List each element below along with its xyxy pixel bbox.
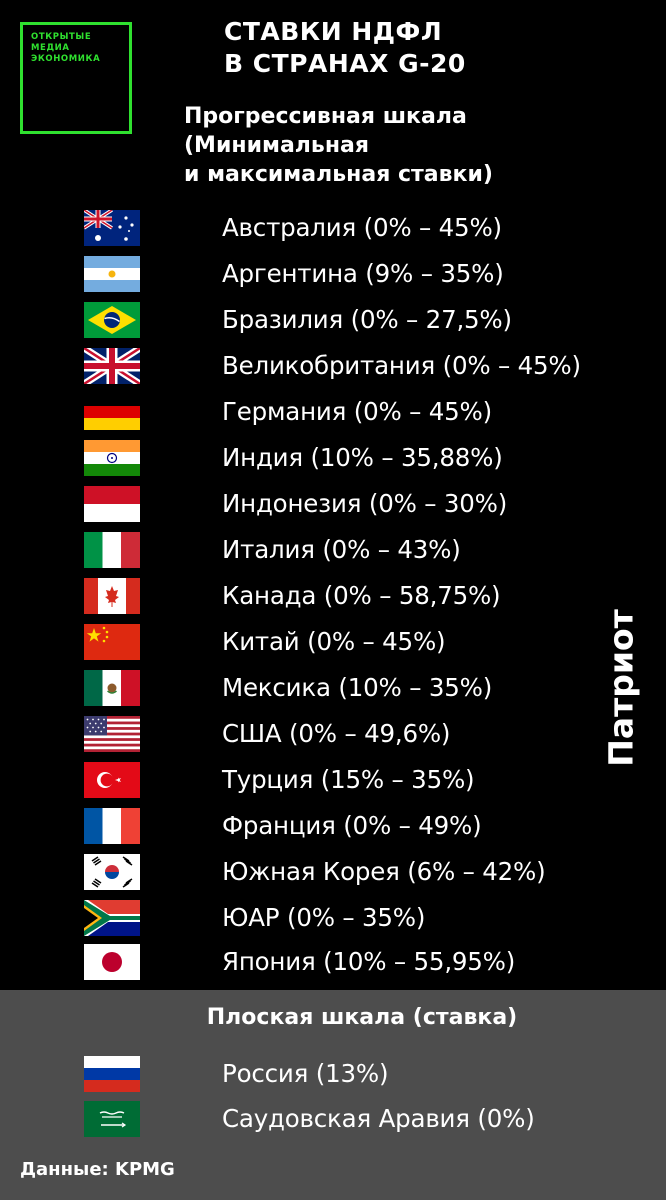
country-label: Индонезия (0% – 30%) — [222, 489, 508, 518]
page-title-line-2: В СТРАНАХ G-20 — [224, 49, 466, 78]
country-row: Франция (0% – 49%) — [0, 806, 640, 846]
progressive-heading: Прогрессивная шкала (Минимальная и макси… — [184, 102, 493, 189]
china-flag — [84, 624, 140, 660]
page-title-line-1: СТАВКИ НДФЛ — [224, 17, 443, 46]
country-row: Бразилия (0% – 27,5%) — [0, 300, 640, 340]
watermark-text: Патриот — [601, 609, 641, 767]
country-row: Индия (10% – 35,88%) — [0, 438, 640, 478]
country-label: Франция (0% – 49%) — [222, 811, 482, 840]
australia-flag — [84, 210, 140, 246]
canada-flag — [84, 578, 140, 614]
country-label: Аргентина (9% – 35%) — [222, 259, 504, 288]
country-row: США (0% – 49,6%) — [0, 714, 640, 754]
country-row: Австралия (0% – 45%) — [0, 208, 640, 248]
country-label: Индия (10% – 35,88%) — [222, 443, 503, 472]
country-row: Аргентина (9% – 35%) — [0, 254, 640, 294]
country-label: Россия (13%) — [222, 1059, 389, 1088]
country-row: Россия (13%) — [0, 1054, 640, 1094]
uk-flag — [84, 348, 140, 384]
logo: ОТКРЫТЫЕ МЕДИА ЭКОНОМИКА — [20, 22, 132, 134]
country-label: Саудовская Аравия (0%) — [222, 1104, 535, 1133]
indonesia-flag — [84, 486, 140, 522]
watermark: Патриот — [596, 608, 646, 768]
france-flag — [84, 808, 140, 844]
progressive-heading-line-3: и максимальная ставки) — [184, 162, 493, 187]
south-korea-flag — [84, 854, 140, 890]
page-title: СТАВКИ НДФЛ В СТРАНАХ G-20 — [224, 16, 466, 80]
argentina-flag — [84, 256, 140, 292]
brazil-flag — [84, 302, 140, 338]
logo-line-3: ЭКОНОМИКА — [31, 54, 101, 64]
logo-line-1: ОТКРЫТЫЕ — [31, 32, 92, 42]
country-label: Турция (15% – 35%) — [222, 765, 475, 794]
russia-flag — [84, 1056, 140, 1092]
logo-line-2: МЕДИА — [31, 43, 70, 53]
italy-flag — [84, 532, 140, 568]
country-row: Индонезия (0% – 30%) — [0, 484, 640, 524]
germany-flag — [84, 394, 140, 430]
progressive-heading-line-1: Прогрессивная шкала — [184, 104, 467, 129]
country-label: Китай (0% – 45%) — [222, 627, 446, 656]
japan-flag — [84, 944, 140, 980]
country-row: Турция (15% – 35%) — [0, 760, 640, 800]
flat-scale-panel — [0, 990, 666, 1200]
country-label: Италия (0% – 43%) — [222, 535, 461, 564]
usa-flag — [84, 716, 140, 752]
country-label: Япония (10% – 55,95%) — [222, 947, 516, 976]
country-row: Южная Корея (6% – 42%) — [0, 852, 640, 892]
country-label: Австралия (0% – 45%) — [222, 213, 502, 242]
country-row: Мексика (10% – 35%) — [0, 668, 640, 708]
country-label: Великобритания (0% – 45%) — [222, 351, 581, 380]
country-row: Япония (10% – 55,95%) — [0, 942, 640, 982]
country-label: Германия (0% – 45%) — [222, 397, 492, 426]
country-row: ЮАР (0% – 35%) — [0, 898, 640, 938]
country-row: Саудовская Аравия (0%) — [0, 1099, 640, 1139]
flat-heading: Плоская шкала (ставка) — [206, 1005, 518, 1030]
country-row: Китай (0% – 45%) — [0, 622, 640, 662]
india-flag — [84, 440, 140, 476]
country-label: Бразилия (0% – 27,5%) — [222, 305, 512, 334]
saudi-arabia-flag — [84, 1101, 140, 1137]
country-row: Великобритания (0% – 45%) — [0, 346, 640, 386]
country-label: Мексика (10% – 35%) — [222, 673, 493, 702]
turkey-flag — [84, 762, 140, 798]
country-row: Канада (0% – 58,75%) — [0, 576, 640, 616]
country-label: США (0% – 49,6%) — [222, 719, 451, 748]
country-row: Германия (0% – 45%) — [0, 392, 640, 432]
south-africa-flag — [84, 900, 140, 936]
mexico-flag — [84, 670, 140, 706]
country-row: Италия (0% – 43%) — [0, 530, 640, 570]
country-label: ЮАР (0% – 35%) — [222, 903, 426, 932]
country-label: Южная Корея (6% – 42%) — [222, 857, 546, 886]
source-note: Данные: KPMG — [20, 1159, 175, 1180]
country-label: Канада (0% – 58,75%) — [222, 581, 501, 610]
progressive-heading-line-2: (Минимальная — [184, 133, 370, 158]
